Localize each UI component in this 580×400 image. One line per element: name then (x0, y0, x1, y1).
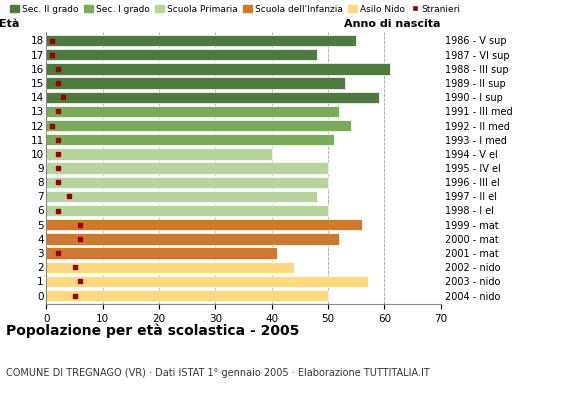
Bar (46, 191, 317, 202)
Bar (46, 35, 356, 46)
Bar (46, 176, 328, 188)
Bar (46, 205, 328, 216)
Bar (46, 276, 368, 287)
Legend: Sec. II grado, Sec. I grado, Scuola Primaria, Scuola dell'Infanzia, Asilo Nido, : Sec. II grado, Sec. I grado, Scuola Prim… (10, 4, 461, 14)
Bar (46, 134, 333, 145)
Bar (46, 148, 272, 160)
Bar (46, 77, 345, 89)
Bar (46, 290, 328, 301)
Bar (46, 92, 379, 103)
Text: Età: Età (0, 19, 20, 29)
Bar (46, 63, 390, 74)
Bar (46, 106, 339, 117)
Text: Popolazione per età scolastica - 2005: Popolazione per età scolastica - 2005 (6, 324, 299, 338)
Bar (46, 162, 328, 174)
Bar (46, 262, 294, 273)
Text: COMUNE DI TREGNAGO (VR) · Dati ISTAT 1° gennaio 2005 · Elaborazione TUTTITALIA.I: COMUNE DI TREGNAGO (VR) · Dati ISTAT 1° … (6, 368, 430, 378)
Bar (46, 120, 351, 131)
Bar (46, 247, 277, 259)
Bar (46, 219, 362, 230)
Bar (46, 49, 317, 60)
Bar (46, 233, 339, 244)
Text: Anno di nascita: Anno di nascita (345, 19, 441, 29)
